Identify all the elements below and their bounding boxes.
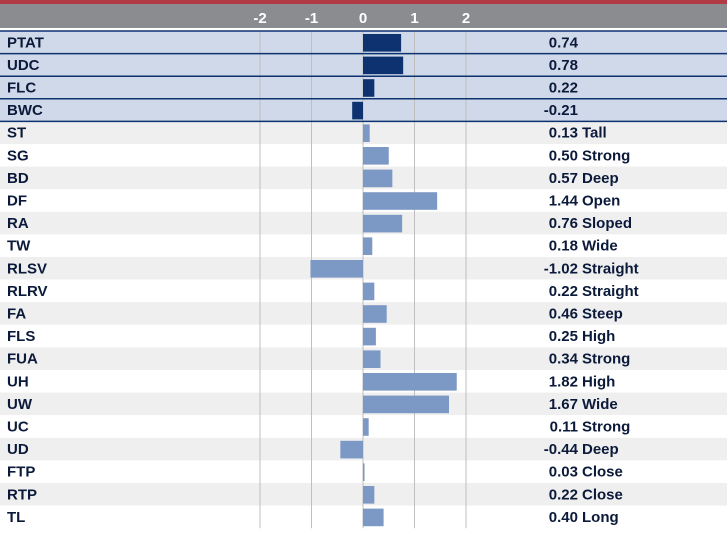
bar-rlrv (363, 283, 374, 301)
bar-fls (363, 328, 376, 346)
descriptor-label: Strong (582, 419, 630, 436)
value-label: -0.21 (544, 102, 578, 119)
value-label: 1.44 (549, 193, 579, 210)
row-label-udc: UDC (7, 57, 40, 74)
descriptor-label: Strong (582, 351, 630, 368)
bar-fua (363, 350, 381, 368)
tick-label: 1 (410, 10, 418, 27)
value-label: 0.34 (549, 351, 579, 368)
bar-tl (363, 509, 384, 527)
row-label-ptat: PTAT (7, 34, 44, 51)
row-label-rtp: RTP (7, 486, 37, 503)
descriptor-label: Straight (582, 260, 639, 277)
value-label: 1.67 (549, 396, 578, 413)
bar-ud (340, 441, 363, 459)
bar-rtp (363, 486, 374, 504)
row-label-ud: UD (7, 441, 29, 458)
value-label: 1.82 (549, 373, 578, 390)
row-label-fa: FA (7, 306, 26, 323)
bar-tw (363, 237, 372, 255)
row-label-uw: UW (7, 396, 33, 413)
bar-ptat (363, 34, 401, 52)
top-rule (0, 0, 727, 4)
value-label: 0.76 (549, 215, 578, 232)
row-label-rlrv: RLRV (7, 283, 48, 300)
row-label-rlsv: RLSV (7, 260, 47, 277)
value-label: 0.50 (549, 147, 578, 164)
bar-fa (363, 305, 387, 323)
value-label: 0.22 (549, 283, 578, 300)
descriptor-label: Wide (582, 396, 618, 413)
bar-df (363, 192, 437, 210)
descriptor-label: Straight (582, 283, 639, 300)
descriptor-label: Open (582, 193, 620, 210)
bar-uc (363, 418, 369, 436)
value-label: 0.74 (549, 34, 579, 51)
row-label-tl: TL (7, 509, 25, 526)
value-label: -1.02 (544, 260, 578, 277)
value-label: 0.25 (549, 328, 578, 345)
bar-flc (363, 79, 374, 97)
bar-st (363, 124, 370, 142)
descriptor-label: Deep (582, 170, 619, 187)
value-label: 0.57 (549, 170, 578, 187)
descriptor-label: Deep (582, 441, 619, 458)
row-label-bwc: BWC (7, 102, 43, 119)
row-label-flc: FLC (7, 80, 36, 97)
value-label: -0.44 (544, 441, 579, 458)
bar-bwc (352, 102, 363, 120)
descriptor-label: High (582, 373, 615, 390)
row-label-fls: FLS (7, 328, 35, 345)
bar-bd (363, 170, 392, 188)
descriptor-label: Strong (582, 147, 630, 164)
row-label-tw: TW (7, 238, 31, 255)
value-label: 0.22 (549, 80, 578, 97)
row-label-bd: BD (7, 170, 29, 187)
bar-udc (363, 57, 403, 75)
bar-uh (363, 373, 457, 391)
row-label-uh: UH (7, 373, 29, 390)
value-label: 0.18 (549, 238, 578, 255)
descriptor-label: High (582, 328, 615, 345)
row-label-fua: FUA (7, 351, 38, 368)
descriptor-label: Sloped (582, 215, 632, 232)
tick-label: -1 (305, 10, 318, 27)
row-label-ftp: FTP (7, 464, 35, 481)
tick-label: 2 (462, 10, 470, 27)
row-label-sg: SG (7, 147, 29, 164)
bar-uw (363, 396, 449, 414)
row-label-uc: UC (7, 419, 29, 436)
tick-label: -2 (253, 10, 266, 27)
value-label: 0.40 (549, 509, 578, 526)
bar-sg (363, 147, 389, 165)
descriptor-label: Steep (582, 306, 623, 323)
bar-ra (363, 215, 402, 233)
descriptor-label: Tall (582, 125, 607, 142)
descriptor-label: Long (582, 509, 619, 526)
bar-ftp (363, 463, 365, 481)
row-label-ra: RA (7, 215, 29, 232)
value-label: 0.22 (549, 486, 578, 503)
value-label: 0.46 (549, 306, 578, 323)
value-label: 0.03 (549, 464, 578, 481)
tick-label: 0 (359, 10, 367, 27)
row-label-st: ST (7, 125, 26, 142)
descriptor-label: Wide (582, 238, 618, 255)
value-label: 0.11 (550, 419, 578, 436)
bar-rlsv (310, 260, 363, 278)
descriptor-label: Close (582, 486, 623, 503)
value-label: 0.13 (549, 125, 578, 142)
value-label: 0.78 (549, 57, 578, 74)
descriptor-label: Close (582, 464, 623, 481)
row-label-df: DF (7, 193, 27, 210)
